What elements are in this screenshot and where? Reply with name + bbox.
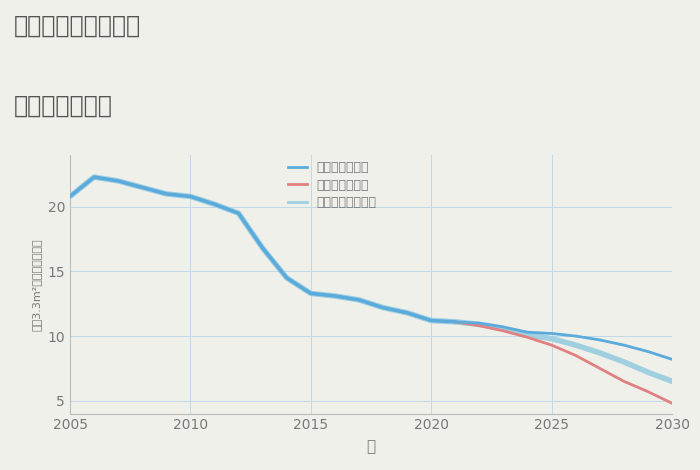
Y-axis label: 坪（3.3m²）単価（万円）: 坪（3.3m²）単価（万円）	[32, 238, 42, 331]
グッドシナリオ	[571, 333, 580, 339]
ノーマルシナリオ	[644, 369, 652, 375]
グッドシナリオ	[524, 329, 532, 335]
X-axis label: 年: 年	[366, 439, 376, 454]
バッドシナリオ	[451, 319, 459, 325]
グッドシナリオ	[547, 331, 556, 337]
Line: バッドシナリオ: バッドシナリオ	[455, 322, 672, 403]
ノーマルシナリオ	[475, 321, 484, 327]
グッドシナリオ	[451, 319, 459, 325]
グッドシナリオ	[596, 337, 604, 343]
ノーマルシナリオ	[571, 342, 580, 348]
バッドシナリオ	[475, 323, 484, 329]
バッドシナリオ	[547, 342, 556, 348]
バッドシナリオ	[524, 335, 532, 340]
ノーマルシナリオ	[668, 378, 676, 384]
グッドシナリオ	[644, 349, 652, 354]
Legend: グッドシナリオ, バッドシナリオ, ノーマルシナリオ: グッドシナリオ, バッドシナリオ, ノーマルシナリオ	[288, 161, 377, 209]
バッドシナリオ	[620, 378, 628, 384]
Text: 土地の価格推移: 土地の価格推移	[14, 94, 113, 118]
グッドシナリオ	[620, 342, 628, 348]
Line: ノーマルシナリオ: ノーマルシナリオ	[455, 322, 672, 381]
バッドシナリオ	[596, 366, 604, 371]
ノーマルシナリオ	[547, 336, 556, 341]
ノーマルシナリオ	[451, 319, 459, 325]
グッドシナリオ	[668, 356, 676, 362]
Text: 三重県伊賀市上郡の: 三重県伊賀市上郡の	[14, 14, 141, 38]
ノーマルシナリオ	[620, 359, 628, 365]
バッドシナリオ	[668, 400, 676, 406]
グッドシナリオ	[499, 324, 508, 330]
ノーマルシナリオ	[499, 325, 508, 331]
グッドシナリオ	[475, 321, 484, 326]
バッドシナリオ	[499, 328, 508, 334]
Line: グッドシナリオ: グッドシナリオ	[455, 322, 672, 359]
バッドシナリオ	[644, 389, 652, 394]
ノーマルシナリオ	[524, 332, 532, 337]
ノーマルシナリオ	[596, 350, 604, 356]
バッドシナリオ	[571, 352, 580, 358]
